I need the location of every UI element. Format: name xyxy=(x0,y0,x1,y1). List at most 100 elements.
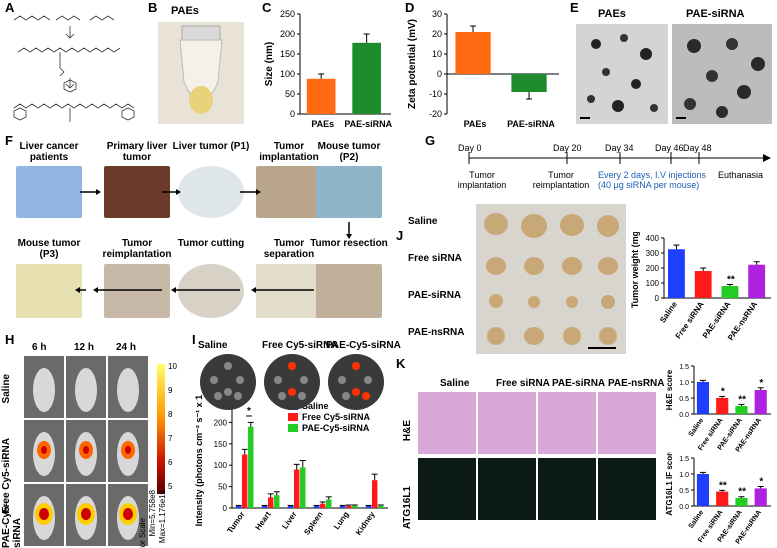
x-tick-label: Lung xyxy=(332,510,351,531)
bar xyxy=(696,474,710,506)
histology-column-label: PAE-nsRNA xyxy=(608,378,665,389)
flow-step-photo xyxy=(16,166,82,218)
organ-spot xyxy=(224,362,232,370)
bar xyxy=(267,497,274,508)
color-scale-max: Max=1.176e10 xyxy=(158,490,167,544)
x-tick-label: PAEs xyxy=(311,119,334,129)
y-tick-label: 200 xyxy=(280,29,295,39)
y-axis-label: Tumor weight (mg) xyxy=(630,232,640,308)
bar xyxy=(694,271,712,298)
bar xyxy=(721,286,739,298)
tem-image-paes xyxy=(576,24,668,124)
bar xyxy=(754,488,767,506)
y-tick-label: 50 xyxy=(218,483,227,492)
y-tick-label: 200 xyxy=(646,264,660,273)
x-tick-label: Heart xyxy=(254,510,273,532)
x-tick-label: Saline xyxy=(688,417,706,438)
organ-spot xyxy=(236,376,244,384)
tumor-row-label: Free siRNA xyxy=(408,253,462,264)
histology-image xyxy=(598,392,656,454)
flow-arrowhead xyxy=(171,287,176,293)
histology-image xyxy=(478,392,536,454)
significance-marker: * xyxy=(759,476,763,487)
ivis-row-label: Saline xyxy=(1,374,12,404)
y-tick-label: 50 xyxy=(285,89,295,99)
histology-image xyxy=(418,392,476,454)
organ-spot xyxy=(300,376,308,384)
organ-spot xyxy=(342,392,350,400)
flow-step-label: Mouse tumor (P2) xyxy=(317,141,381,163)
organ-spot xyxy=(288,388,296,396)
bar xyxy=(716,398,729,414)
bar xyxy=(371,480,378,508)
histology-image xyxy=(538,458,596,520)
mouse-body xyxy=(75,368,97,412)
significance-marker: * xyxy=(721,386,725,397)
bar xyxy=(339,505,346,508)
bar xyxy=(511,74,547,92)
timeline-day-0: Day 0 xyxy=(458,143,482,153)
panel-label-g: G xyxy=(425,133,436,148)
flow-step-label: Tumor separation xyxy=(263,238,315,260)
flow-step-label: Liver cancer patients xyxy=(19,141,79,163)
mouse-ivis-image xyxy=(66,420,106,482)
panel-label-e: E xyxy=(570,0,579,15)
y-tick-label: 0.0 xyxy=(679,412,689,419)
x-tick-label: Saline xyxy=(658,300,679,325)
panel-label-f: F xyxy=(5,133,13,148)
y-tick-label: 100 xyxy=(214,461,228,470)
bar xyxy=(365,505,372,508)
bar xyxy=(313,505,320,508)
dish-header: Saline xyxy=(198,340,228,351)
y-tick-label: 150 xyxy=(214,440,228,449)
significance-marker: ** xyxy=(738,487,746,498)
bar xyxy=(319,503,326,508)
panel-label-c: C xyxy=(262,0,272,15)
organ-spot xyxy=(298,392,306,400)
tem-label-paes: PAEs xyxy=(598,8,626,20)
bar xyxy=(735,498,748,506)
y-tick-label: 0 xyxy=(437,69,442,79)
organ-spot xyxy=(234,392,242,400)
mouse-ivis-image xyxy=(108,484,148,546)
y-tick-label: 1.0 xyxy=(679,380,689,387)
flow-step-label: Mouse tumor (P3) xyxy=(17,238,81,260)
y-tick-label: 150 xyxy=(280,49,295,59)
bar xyxy=(287,505,294,508)
flow-step-photo xyxy=(104,166,170,218)
time-label: 12 h xyxy=(74,342,95,353)
timeline-day-48: Day 48 xyxy=(683,143,712,153)
y-tick-label: 0 xyxy=(223,504,228,513)
color-scale-tick: 10 xyxy=(168,362,177,371)
organ-spot xyxy=(288,362,296,370)
zeta-potential-bar-chart: -20 -10 0 10 20 30 PAEs PAE-siRNA Zeta potential… xyxy=(407,9,559,129)
flow-step-label: Tumor resection xyxy=(310,238,388,249)
bar xyxy=(345,505,352,508)
bar xyxy=(716,491,729,506)
y-tick-label: 0.5 xyxy=(679,488,689,495)
y-axis-label: Zeta potential (mV) xyxy=(407,19,418,109)
flow-step-photo xyxy=(16,264,82,318)
flow-step-photo xyxy=(256,264,322,318)
significance-marker: * xyxy=(759,378,763,389)
x-tick-label: PAEs xyxy=(464,119,487,129)
flow-step-photo xyxy=(178,166,244,218)
color-scale-tick: 9 xyxy=(168,386,173,395)
flow-arrowhead xyxy=(346,234,352,239)
color-scale-min: Min=5.758e8 xyxy=(148,490,157,537)
x-tick-label: Tumor xyxy=(225,510,246,535)
bar xyxy=(748,264,766,298)
color-scale-tick: 8 xyxy=(168,410,173,419)
y-axis-label: Intensity (photons cm⁻² s⁻¹ x 10⁸) xyxy=(194,395,204,526)
tube-photo xyxy=(158,22,244,124)
x-tick-label: Spleen xyxy=(302,510,324,537)
histology-row-label: ATG16L1 xyxy=(402,486,413,530)
signal-core xyxy=(83,446,89,454)
y-tick-label: 1.5 xyxy=(679,364,689,371)
flow-arrowhead xyxy=(251,287,256,293)
bar xyxy=(248,426,254,508)
bar xyxy=(378,505,384,508)
bar xyxy=(261,505,268,508)
histology-column-label: Saline xyxy=(440,378,470,389)
